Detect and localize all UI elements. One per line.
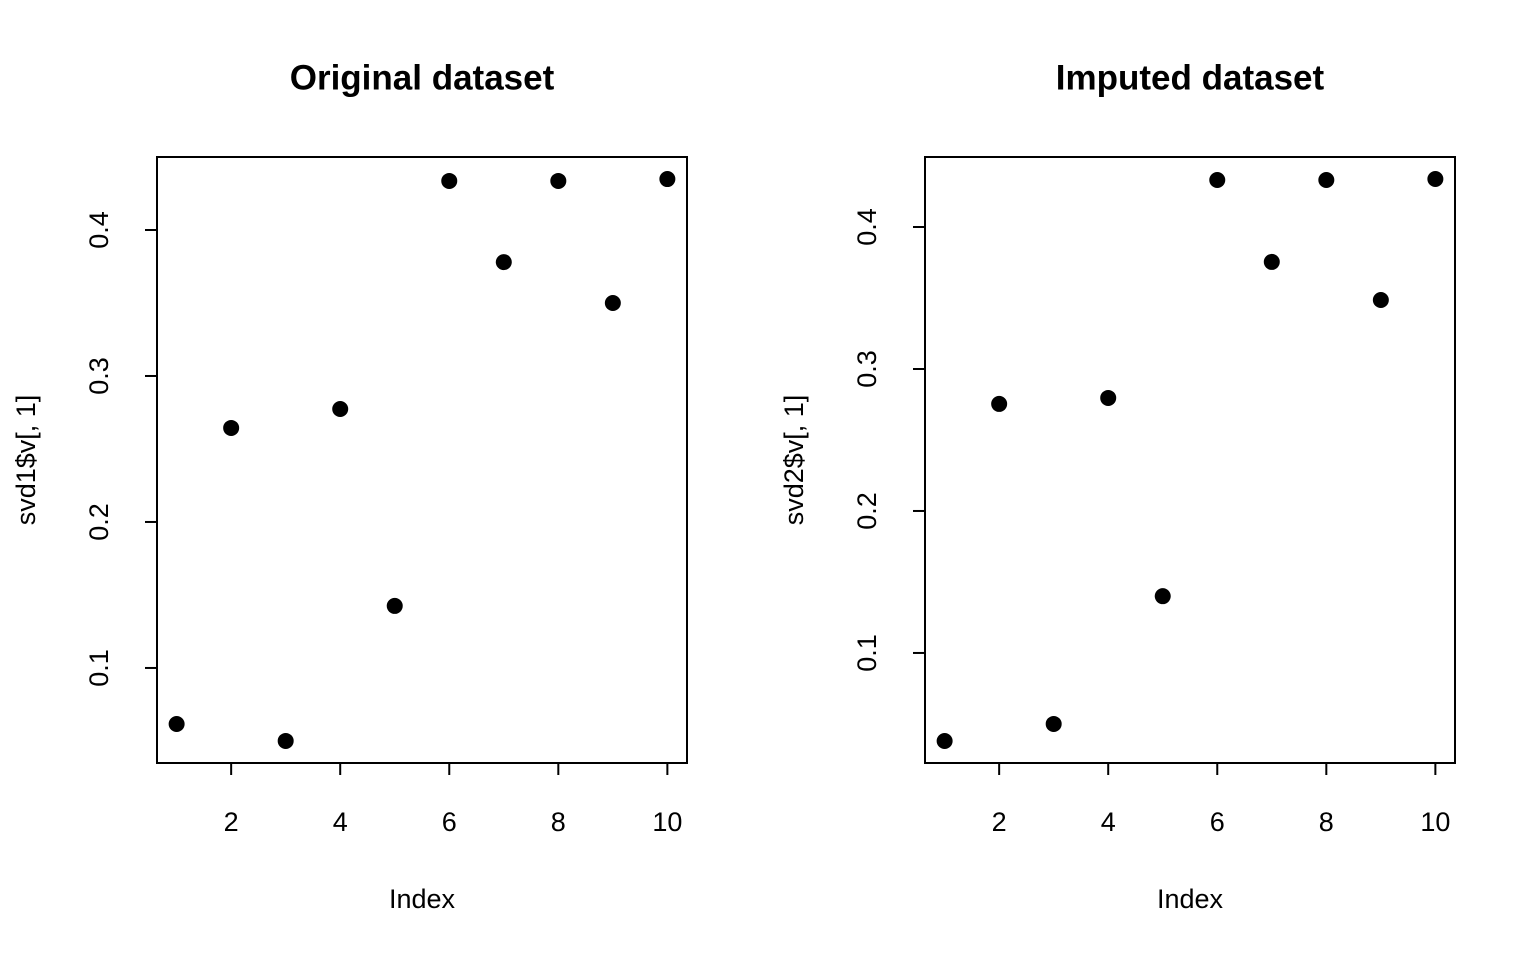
x-tick-label: 10: [652, 807, 682, 837]
x-tick-label: 8: [551, 807, 566, 837]
point: [223, 419, 240, 436]
point: [550, 172, 567, 189]
point: [332, 400, 349, 417]
plot-frame: [924, 156, 1456, 764]
y-tick-label: 0.4: [84, 211, 114, 249]
y-axis-label: svd1$v[, 1]: [11, 395, 41, 526]
x-tick-label: 2: [992, 807, 1007, 837]
point: [604, 294, 621, 311]
y-tick-label: 0.4: [852, 208, 882, 246]
point: [1427, 171, 1444, 188]
point: [495, 254, 512, 271]
x-tick-label: 4: [333, 807, 348, 837]
y-tick-label: 0.1: [84, 649, 114, 687]
panel: Imputed dataset Index svd2$v[, 1] 2 4 6 8 10 0.1…: [779, 58, 1456, 914]
point: [1263, 253, 1280, 270]
point: [386, 597, 403, 614]
point: [441, 172, 458, 189]
chart-title: Original dataset: [290, 58, 555, 97]
x-tick-label: 10: [1420, 807, 1450, 837]
chart-title: Imputed dataset: [1056, 58, 1325, 97]
point: [991, 395, 1008, 412]
y-tick-label: 0.1: [852, 634, 882, 672]
x-tick-label: 2: [224, 807, 239, 837]
point: [1372, 291, 1389, 308]
x-tick-label: 4: [1101, 807, 1116, 837]
point: [1209, 172, 1226, 189]
point: [936, 732, 953, 749]
y-tick-label: 0.3: [852, 350, 882, 388]
point: [168, 716, 185, 733]
y-tick-label: 0.2: [84, 503, 114, 541]
x-tick-label: 8: [1319, 807, 1334, 837]
point: [659, 171, 676, 188]
x-tick-label: 6: [1210, 807, 1225, 837]
x-tick-label: 6: [442, 807, 457, 837]
y-tick-label: 0.2: [852, 492, 882, 530]
point: [1045, 715, 1062, 732]
y-tick-label: 0.3: [84, 357, 114, 395]
point: [1154, 588, 1171, 605]
x-axis-label: Index: [389, 884, 456, 914]
point: [1318, 172, 1335, 189]
point: [1100, 389, 1117, 406]
point: [277, 732, 294, 749]
x-axis-label: Index: [1157, 884, 1224, 914]
plot-frame: [156, 156, 688, 764]
panel: Original dataset Index svd1$v[, 1] 2 4 6 8 10 0.…: [11, 58, 688, 914]
y-axis-label: svd2$v[, 1]: [779, 395, 809, 526]
